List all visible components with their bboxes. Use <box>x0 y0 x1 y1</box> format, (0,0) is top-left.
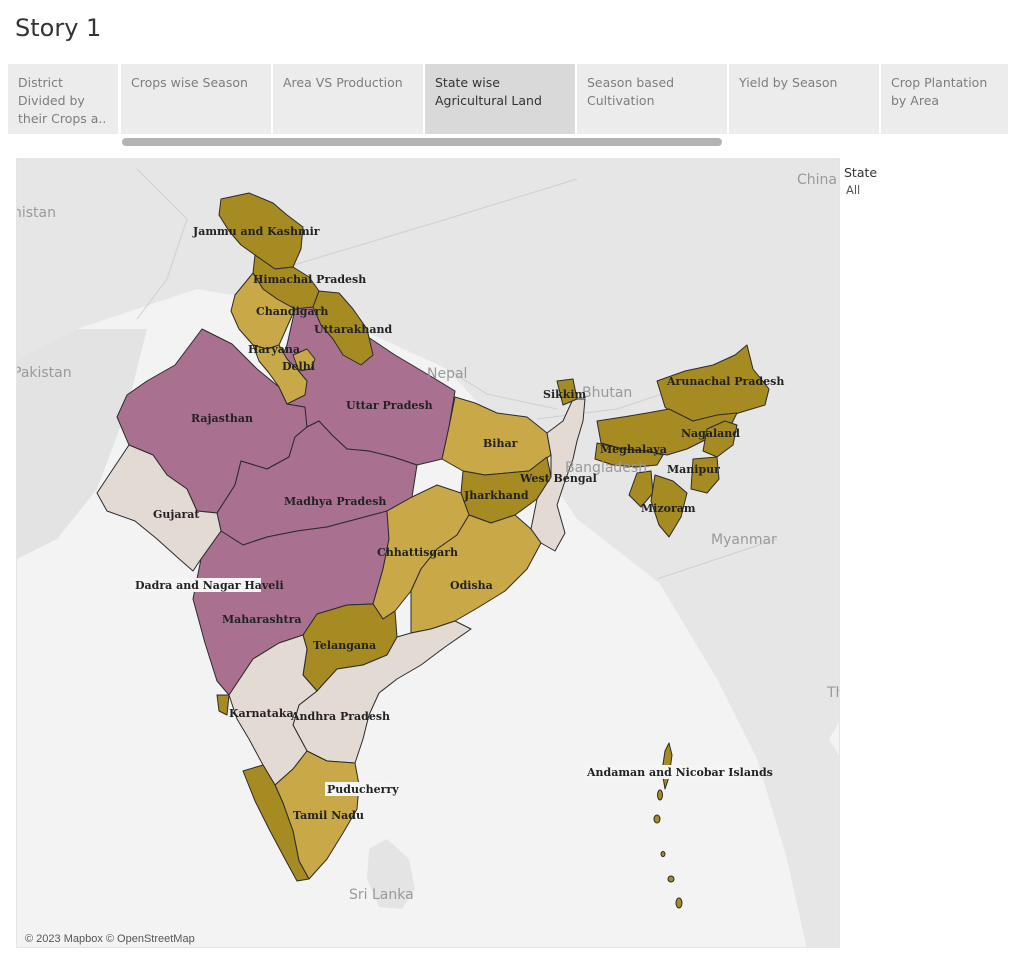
land-north <box>17 159 839 799</box>
state-label-himachal: Himachal Pradesh <box>253 273 366 286</box>
state-haryana[interactable] <box>252 344 308 405</box>
dadra-label-bg <box>133 578 261 592</box>
state-label-rajasthan: Rajasthan <box>191 412 253 425</box>
country-label-china: China <box>797 172 837 188</box>
country-label-thailand: Th <box>826 685 840 701</box>
state-label-haryana: Haryana <box>248 343 300 356</box>
state-label-arunachal: Arunachal Pradesh <box>666 375 784 388</box>
state-label-tamil-nadu: Tamil Nadu <box>293 809 364 822</box>
state-label-delhi: Delhi <box>282 360 315 373</box>
island-5 <box>675 897 683 909</box>
state-label-uttar-pradesh: Uttar Pradesh <box>346 399 433 412</box>
map-canvas: China nistan Pakistan Nepal Bhutan Bangl… <box>17 159 840 947</box>
state-label-sikkim: Sikkim <box>543 388 587 401</box>
state-label-puducherry: Puducherry <box>327 783 399 796</box>
state-west-bengal[interactable] <box>530 398 586 552</box>
country-label-pakistan: Pakistan <box>17 365 72 381</box>
state-label-madhya-pradesh: Madhya Pradesh <box>284 495 386 508</box>
state-label-uttarakhand: Uttarakhand <box>314 323 393 336</box>
state-label-manipur: Manipur <box>667 463 720 476</box>
state-nagaland[interactable] <box>702 420 738 458</box>
state-label-maharashtra: Maharashtra <box>222 613 302 626</box>
state-label-andaman: Andaman and Nicobar Islands <box>586 766 773 779</box>
state-tripura[interactable] <box>628 470 654 508</box>
state-label-telangana: Telangana <box>313 639 376 652</box>
state-label-dadra: Dadra and Nagar Haveli <box>135 579 284 592</box>
story-tab-crop-plantation-by-area[interactable]: Crop Plantation by Area <box>881 64 1008 134</box>
state-chandigarh[interactable] <box>230 272 296 350</box>
story-tab-yield-by-season[interactable]: Yield by Season <box>729 64 879 134</box>
country-label-sri-lanka: Sri Lanka <box>349 887 414 903</box>
state-label-karnataka: Karnataka <box>229 707 294 720</box>
land-pakistan <box>17 329 147 559</box>
country-label-nepal: Nepal <box>427 366 467 382</box>
state-meghalaya[interactable] <box>594 442 664 468</box>
state-label-nagaland: Nagaland <box>681 427 740 440</box>
legend-value[interactable]: All <box>846 183 861 197</box>
state-label-gujarat: Gujarat <box>153 508 200 521</box>
island-1 <box>657 789 663 801</box>
island-4 <box>667 875 675 883</box>
story-tab-district-divided[interactable]: District Divided by their Crops a.. <box>8 64 118 134</box>
map-country-borders <box>136 168 778 580</box>
state-label-mizoram: Mizoram <box>641 502 696 515</box>
state-label-west-bengal: West Bengal <box>519 472 597 485</box>
state-label-odisha: Odisha <box>450 579 493 592</box>
state-uttarakhand[interactable] <box>312 290 374 366</box>
state-label-bihar: Bihar <box>483 437 518 450</box>
state-odisha[interactable] <box>410 514 542 634</box>
land-myanmar <box>577 459 839 947</box>
tab-strip-scrollbar[interactable] <box>122 138 722 146</box>
island-3 <box>660 851 666 857</box>
state-manipur[interactable] <box>690 456 720 494</box>
story-tab-strip: District Divided by their Crops a.. Crop… <box>8 64 1008 136</box>
state-mizoram[interactable] <box>650 474 688 538</box>
state-label-chandigarh: Chandigarh <box>256 305 328 318</box>
state-gujarat[interactable] <box>96 444 222 572</box>
state-sikkim[interactable] <box>556 378 578 406</box>
state-label-chhattisgarh: Chhattisgarh <box>377 546 458 559</box>
country-label-bhutan: Bhutan <box>582 385 632 401</box>
map-attribution: © 2023 Mapbox © OpenStreetMap <box>25 933 195 945</box>
state-label-meghalaya: Meghalaya <box>600 443 667 456</box>
state-label-andhra: Andhra Pradesh <box>290 710 390 723</box>
country-label-afghanistan: nistan <box>17 205 56 221</box>
andaman-label-bg <box>585 765 745 779</box>
state-label-jharkhand: Jharkhand <box>463 489 529 502</box>
india-state-map[interactable]: China nistan Pakistan Nepal Bhutan Bangl… <box>16 158 840 948</box>
state-label-jammu-kashmir: Jammu and Kashmir <box>192 225 320 238</box>
puducherry-label-bg <box>325 782 391 796</box>
state-karnataka[interactable] <box>228 634 318 786</box>
state-delhi[interactable] <box>292 348 316 372</box>
country-label-myanmar: Myanmar <box>711 532 777 548</box>
story-tab-state-wise-agricultural-land[interactable]: State wise Agricultural Land <box>425 64 575 134</box>
state-kerala[interactable] <box>242 764 310 882</box>
legend-title: State <box>844 165 878 180</box>
island-2 <box>653 814 661 824</box>
state-goa[interactable] <box>216 694 230 716</box>
story-title: Story 1 <box>15 14 102 42</box>
state-filter-legend[interactable]: State All <box>844 165 877 197</box>
story-tab-area-vs-production[interactable]: Area VS Production <box>273 64 423 134</box>
land-sri-lanka <box>367 839 415 909</box>
story-tab-season-based-cultivation[interactable]: Season based Cultivation <box>577 64 727 134</box>
story-tab-crops-wise-season[interactable]: Crops wise Season <box>121 64 271 134</box>
country-label-bangladesh: Bangladesh <box>565 460 647 476</box>
states-layer <box>96 192 770 909</box>
